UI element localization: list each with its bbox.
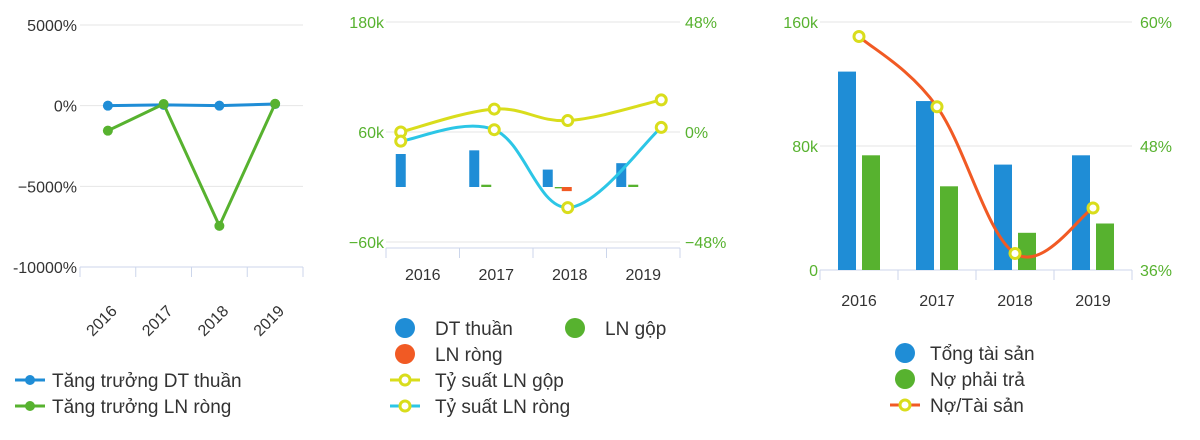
legend-marker xyxy=(398,399,412,413)
legend-label: Tăng trưởng LN ròng xyxy=(52,397,231,418)
legend-label: LN gộp xyxy=(605,319,666,340)
series-line-tang-truong-dt-thuan xyxy=(107,102,276,108)
chart-assets-liabilities: 160k 80k 0 60% 48% 36% 2016 2017 2018 2019 Tổng tà… xyxy=(760,0,1200,440)
legend-label: DT thuần xyxy=(435,319,513,340)
bar-dt-thuan xyxy=(616,163,627,187)
legend-marker xyxy=(25,375,35,385)
chart-growth: 5000% 0% −5000% -10000% 2016 2017 2018 2019 Tăng… xyxy=(0,0,390,440)
legend-label: LN ròng xyxy=(435,345,503,366)
y2-tick-label: 48% xyxy=(1140,139,1172,156)
legend-label: Nợ phải trả xyxy=(930,370,1025,391)
y-tick-label: 0% xyxy=(54,99,77,116)
x-tick-label: 2017 xyxy=(919,293,955,310)
legend-label: Tỷ suất LN ròng xyxy=(435,397,570,418)
y2-tick-label: 0% xyxy=(685,125,708,142)
x-tick-label: 2019 xyxy=(625,267,661,284)
y2-tick-label: 60% xyxy=(1140,15,1172,32)
chart-revenue-profit-svg: 180k 60k −60k 48% 0% −48% 2016 2017 2018 2019 DT t… xyxy=(349,15,727,418)
data-point xyxy=(158,99,169,110)
y-tick-label: 160k xyxy=(783,15,819,32)
y-tick-label: -10000% xyxy=(13,260,77,277)
legend-marker xyxy=(895,369,915,389)
bar-dt-thuan xyxy=(469,150,480,187)
data-point xyxy=(102,100,113,111)
y-tick-label: 80k xyxy=(792,139,819,156)
bar-ln-gop xyxy=(481,184,492,187)
y-tick-label: −5000% xyxy=(18,179,77,196)
x-tick-label: 2019 xyxy=(251,303,288,340)
x-tick-label: 2016 xyxy=(405,267,441,284)
bar-tong-tai-san xyxy=(994,164,1012,270)
legend-marker xyxy=(395,344,415,364)
x-tick-label: 2016 xyxy=(84,303,121,340)
data-point xyxy=(561,114,575,128)
legend-label: Tổng tài sản xyxy=(930,344,1035,365)
legend-marker xyxy=(395,318,415,338)
x-tick-label: 2016 xyxy=(841,293,877,310)
y2-tick-label: 36% xyxy=(1140,263,1172,280)
x-tick-label: 2019 xyxy=(1075,293,1111,310)
bar-no-phai-tra xyxy=(1018,232,1036,270)
bar-ln-rong xyxy=(561,187,572,192)
legend-label: Tỷ suất LN gộp xyxy=(435,371,564,392)
chart-growth-svg: 5000% 0% −5000% -10000% 2016 2017 2018 2019 Tăng… xyxy=(13,18,304,418)
data-point xyxy=(394,134,408,148)
data-point xyxy=(270,98,281,109)
legend-marker xyxy=(898,398,912,412)
x-tick-label: 2018 xyxy=(552,267,588,284)
legend-label: Nợ/Tài sản xyxy=(930,396,1024,417)
data-point xyxy=(654,93,668,107)
data-point xyxy=(852,29,866,43)
data-point xyxy=(930,100,944,114)
x-tick-label: 2017 xyxy=(478,267,514,284)
y-tick-label: 0 xyxy=(809,263,818,280)
x-tick-label: 2018 xyxy=(997,293,1033,310)
bar-dt-thuan xyxy=(542,169,553,187)
bar-tong-tai-san xyxy=(1072,155,1090,270)
data-point xyxy=(487,123,501,137)
bar-dt-thuan xyxy=(395,154,406,187)
legend-marker xyxy=(398,373,412,387)
chart-assets-liabilities-svg: 160k 80k 0 60% 48% 36% 2016 2017 2018 2019 Tổng tà… xyxy=(783,15,1172,417)
bar-tong-tai-san xyxy=(838,71,856,270)
legend-label: Tăng trưởng DT thuần xyxy=(52,371,242,392)
x-tick-label: 2017 xyxy=(139,303,176,340)
data-point xyxy=(654,120,668,134)
bar-tong-tai-san xyxy=(916,101,934,270)
legend-marker xyxy=(25,401,35,411)
chart-revenue-profit: 180k 60k −60k 48% 0% −48% 2016 2017 2018 2019 DT t… xyxy=(330,0,750,440)
data-point xyxy=(102,125,113,136)
legend-marker xyxy=(565,318,585,338)
y-tick-label: 60k xyxy=(358,125,385,142)
x-tick-label: 2018 xyxy=(195,303,232,340)
data-point xyxy=(214,100,225,111)
series-line-no-tai-san xyxy=(857,35,1094,259)
data-point xyxy=(487,102,501,116)
data-point xyxy=(214,220,225,231)
bar-no-phai-tra xyxy=(862,155,880,270)
bar-no-phai-tra xyxy=(940,186,958,270)
data-point xyxy=(1086,201,1100,215)
y-tick-label: −60k xyxy=(349,235,385,252)
bar-ln-gop xyxy=(554,187,565,189)
y-tick-label: 5000% xyxy=(27,18,77,35)
bar-no-phai-tra xyxy=(1096,223,1114,270)
y2-tick-label: −48% xyxy=(685,235,726,252)
bar-ln-gop xyxy=(628,184,639,187)
series-line-tang-truong-ln-rong xyxy=(107,102,277,230)
y-tick-label: 180k xyxy=(349,15,385,32)
series-line-ty-suat-ln-gop xyxy=(400,98,662,134)
legend-marker xyxy=(895,343,915,363)
data-point xyxy=(1008,246,1022,260)
data-point xyxy=(561,201,575,215)
series-line-ty-suat-ln-rong xyxy=(400,124,663,210)
y2-tick-label: 48% xyxy=(685,15,717,32)
